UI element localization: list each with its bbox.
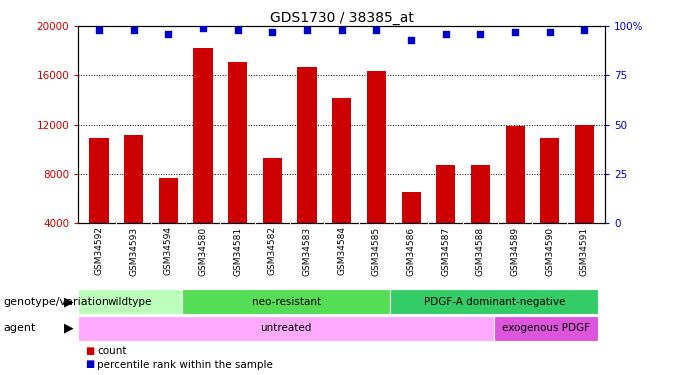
Point	[579, 27, 590, 33]
Bar	[182, 289, 390, 315]
Text: count: count	[97, 346, 126, 355]
Bar	[124, 135, 143, 223]
Text: GSM34582: GSM34582	[268, 226, 277, 275]
Text: PDGF-A dominant-negative: PDGF-A dominant-negative	[424, 297, 565, 307]
Text: wildtype: wildtype	[108, 297, 152, 307]
Bar	[390, 289, 598, 315]
Point	[302, 27, 313, 33]
Bar	[401, 192, 420, 223]
Bar	[367, 70, 386, 223]
Bar	[494, 315, 598, 341]
Bar	[78, 289, 182, 315]
Text: GSM34590: GSM34590	[545, 226, 554, 276]
Title: GDS1730 / 38385_at: GDS1730 / 38385_at	[270, 11, 413, 25]
Text: GSM34584: GSM34584	[337, 226, 346, 275]
Bar	[332, 98, 352, 223]
Point	[509, 29, 520, 35]
Text: agent: agent	[3, 323, 36, 333]
Point	[129, 27, 139, 33]
Text: ▶: ▶	[64, 296, 73, 308]
Text: GSM34593: GSM34593	[129, 226, 138, 276]
Text: ■: ■	[85, 346, 95, 355]
Bar	[436, 165, 455, 223]
Text: genotype/variation: genotype/variation	[3, 297, 109, 307]
Text: GSM34589: GSM34589	[511, 226, 520, 276]
Bar	[78, 315, 494, 341]
Text: GSM34587: GSM34587	[441, 226, 450, 276]
Text: ▶: ▶	[64, 322, 73, 334]
Bar	[471, 165, 490, 223]
Text: ■: ■	[85, 360, 95, 369]
Point	[233, 27, 243, 33]
Text: GSM34591: GSM34591	[580, 226, 589, 276]
Text: percentile rank within the sample: percentile rank within the sample	[97, 360, 273, 369]
Bar	[263, 158, 282, 223]
Text: GSM34585: GSM34585	[372, 226, 381, 276]
Bar	[540, 138, 559, 223]
Point	[336, 27, 347, 33]
Bar	[194, 48, 213, 223]
Bar	[90, 138, 109, 223]
Point	[94, 27, 105, 33]
Bar	[297, 67, 317, 223]
Point	[163, 31, 174, 37]
Point	[198, 25, 209, 31]
Point	[371, 27, 381, 33]
Text: GSM34580: GSM34580	[199, 226, 207, 276]
Text: GSM34592: GSM34592	[95, 226, 103, 275]
Point	[440, 31, 451, 37]
Bar	[505, 126, 524, 223]
Point	[405, 37, 416, 43]
Text: neo-resistant: neo-resistant	[252, 297, 321, 307]
Point	[475, 31, 486, 37]
Text: exogenous PDGF: exogenous PDGF	[503, 323, 590, 333]
Bar	[575, 124, 594, 223]
Text: GSM34583: GSM34583	[303, 226, 311, 276]
Text: GSM34588: GSM34588	[476, 226, 485, 276]
Point	[267, 29, 278, 35]
Point	[544, 29, 555, 35]
Text: GSM34581: GSM34581	[233, 226, 242, 276]
Bar	[228, 62, 248, 223]
Text: untreated: untreated	[260, 323, 312, 333]
Text: GSM34594: GSM34594	[164, 226, 173, 275]
Text: GSM34586: GSM34586	[407, 226, 415, 276]
Bar	[159, 178, 178, 223]
